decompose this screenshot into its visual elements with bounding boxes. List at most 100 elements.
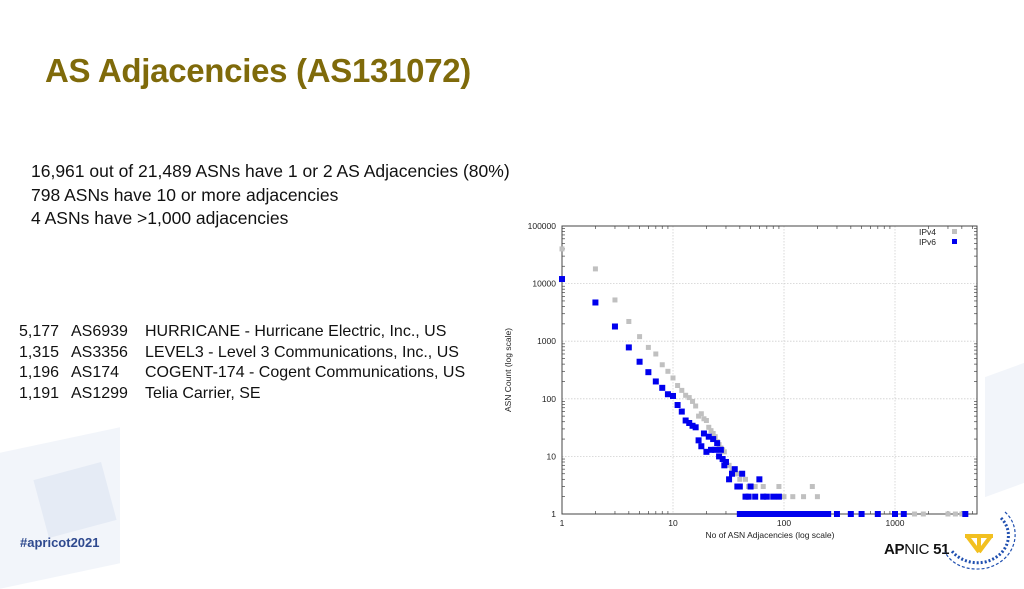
ipv6-point (750, 511, 757, 517)
table-row: 5,177 AS6939 HURRICANE - Hurricane Elect… (19, 322, 465, 343)
ipv4-point (737, 476, 743, 482)
ipv6-point (874, 511, 881, 517)
ipv4-point (714, 439, 720, 445)
ipv6-point (795, 511, 802, 517)
ipv4-point (626, 318, 632, 324)
summary-text: 16,961 out of 21,489 ASNs have 1 or 2 AS… (31, 160, 510, 231)
ipv6-point (748, 511, 755, 517)
ipv6-point (764, 511, 771, 517)
ipv4-point (748, 484, 754, 490)
ipv4-point (814, 494, 820, 500)
ipv4-point (675, 383, 681, 389)
ipv6-point (703, 448, 710, 455)
ipv4-point (770, 494, 776, 500)
ipv4-point (706, 424, 712, 430)
ipv6-point (739, 511, 746, 517)
ipv6-point (664, 391, 671, 398)
ipv6-point (745, 511, 752, 517)
ipv6-point (781, 511, 788, 517)
ipv4-point (559, 246, 565, 252)
y-tick-label: 100 (542, 394, 556, 404)
chart-grid (562, 226, 977, 514)
ipv6-point (775, 493, 782, 500)
table-row: 1,315 AS3356 LEVEL3 - Level 3 Communicat… (19, 343, 465, 364)
top-asn-table: 5,177 AS6939 HURRICANE - Hurricane Elect… (19, 322, 465, 404)
ipv6-point (739, 470, 746, 477)
ipv4-point (718, 445, 724, 451)
ipv4-point (723, 459, 729, 465)
ipv6-point (611, 323, 618, 330)
adjacency-count: 1,191 (19, 384, 60, 402)
ipv4-point (645, 344, 651, 350)
ipv6-point (759, 511, 766, 517)
ipv6-point (814, 511, 821, 517)
y-tick-label: 10000 (532, 279, 556, 289)
apnic-nic: NIC (904, 541, 930, 558)
ipv6-point (734, 483, 741, 490)
ipv6-point (717, 446, 724, 453)
ipv6-point (736, 483, 743, 490)
ipv4-point (790, 494, 796, 500)
ipv6-point (858, 511, 865, 517)
ipv6-point (762, 511, 769, 517)
ipv6-point (625, 344, 632, 351)
x-tick-label: 100 (777, 518, 791, 528)
ipv6-point (784, 511, 791, 517)
ipv6-point (760, 493, 767, 500)
ipv6-point (807, 511, 814, 517)
ipv6-point (726, 476, 733, 483)
summary-line: 798 ASNs have 10 or more adjacencies (31, 184, 339, 205)
ipv4-point (734, 471, 740, 477)
ipv4-point (690, 398, 696, 404)
ipv6-point (773, 511, 780, 517)
ipv4-point (679, 387, 685, 393)
ipv4-point (703, 418, 709, 424)
ipv4-point (693, 403, 699, 409)
ipv6-point (645, 369, 652, 376)
ipv6-point (809, 511, 816, 517)
ipv6-point (559, 276, 565, 283)
ipv4-point (720, 447, 726, 453)
ipv4-point (920, 511, 926, 517)
ipv4-point (801, 494, 807, 500)
ipv4-point (637, 334, 643, 340)
ipv4-point (716, 442, 722, 448)
asn-name: HURRICANE - Hurricane Electric, Inc., US (145, 323, 447, 340)
ipv6-point (801, 511, 808, 517)
ipv6-point (818, 511, 825, 517)
ipv4-point (612, 297, 618, 303)
ipv6-point (736, 511, 743, 517)
ipv6-point (682, 417, 689, 424)
ipv6-point (789, 511, 796, 517)
adjacency-count: 1,196 (19, 364, 60, 381)
summary-line: 4 ASNs have >1,000 adjacencies (31, 208, 289, 228)
ipv6-point (721, 462, 728, 469)
x-tick-label: 10 (668, 518, 678, 528)
ipv6-point (710, 436, 717, 443)
ipv6-point (756, 511, 763, 517)
legend-label-ipv4: IPv4 (919, 227, 936, 237)
ipv6-point (833, 511, 840, 517)
ipv6-point (652, 378, 659, 385)
ipv6-point (742, 511, 749, 517)
ipv6-point (778, 511, 785, 517)
ipv6-point (900, 511, 907, 517)
ipv6-point (747, 483, 754, 490)
ipv6-series (559, 276, 969, 517)
table-row: 1,191 AS1299 Telia Carrier, SE (19, 384, 465, 405)
ipv6-point (731, 466, 738, 473)
ipv6-point (776, 511, 783, 517)
ipv4-point (710, 430, 716, 436)
ipv4-point (701, 416, 707, 422)
ipv6-point (714, 440, 721, 447)
ipv4-point (752, 484, 758, 490)
ipv6-point (659, 384, 666, 391)
chart-axes: 1 10 100 1000 100000 10000 1000 100 10 1 (528, 221, 978, 528)
ipv6-point (670, 392, 676, 399)
x-axis-label: No of ASN Adjacencies (log scale) (706, 530, 835, 540)
ipv4-point (739, 471, 745, 477)
ipv6-point (705, 433, 712, 440)
ipv4-point (721, 449, 727, 455)
y-axis-label: ASN Count (log scale) (503, 328, 513, 412)
x-tick-label: 1 (560, 518, 565, 528)
